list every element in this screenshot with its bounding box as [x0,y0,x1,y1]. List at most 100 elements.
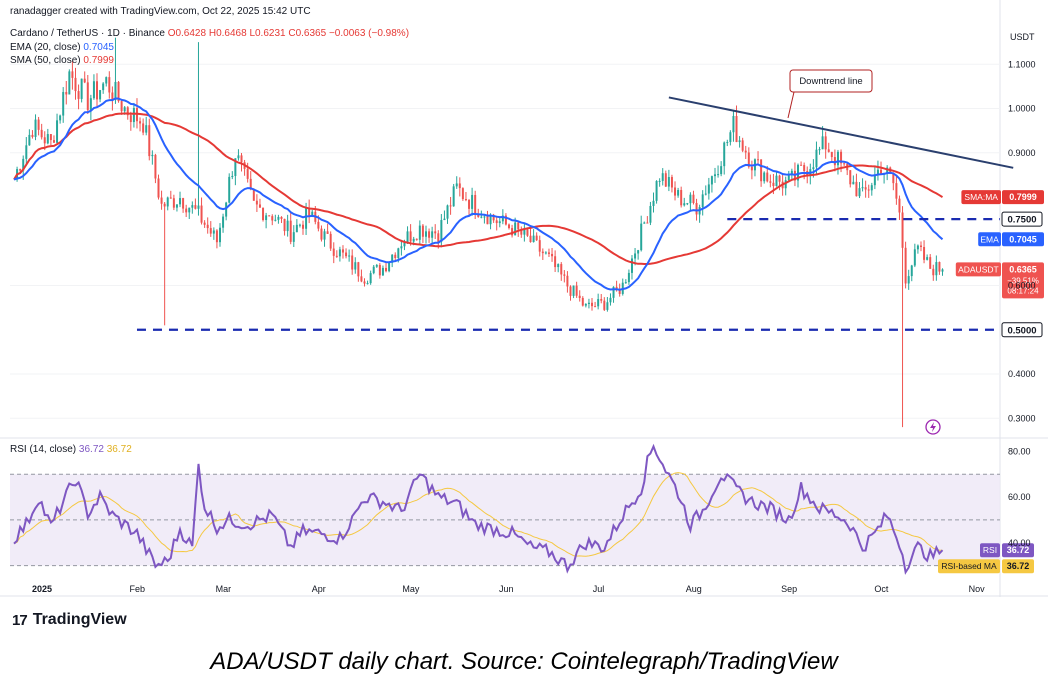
candle-body [43,137,46,144]
candle-body [901,212,904,248]
candle-body [92,81,95,99]
time-tick-label: Oct [874,584,889,594]
candle-body [618,288,621,294]
level-tag-box [1001,322,1043,338]
candle-body [323,231,326,240]
rsi-legend[interactable]: RSI (14, close) 36.72 36.72 [10,444,132,455]
candle-body [222,216,225,228]
candle-body [511,228,514,236]
candle-body [434,231,437,234]
time-tick-label: Sep [781,584,797,594]
candle-body [209,228,212,234]
candle-body [529,235,532,243]
candle-body [508,224,510,229]
candle-body [609,297,612,303]
candle-body [246,168,249,179]
candle-body [732,116,735,133]
candle-body [145,125,148,133]
candle-body [670,177,673,188]
rsi-ma-tag-value-box [1002,559,1034,574]
candle-body [329,233,332,249]
candle-body [240,155,243,163]
candle-body [129,115,132,123]
candle-body [563,274,566,276]
axes: 1.1000 1.0000 0.9000 0.6000 0.4000 0.3000 USDT… [32,32,1036,594]
candle-body [514,222,517,236]
candle-body [397,248,400,258]
candle-body [757,159,760,161]
candle-body [750,166,753,171]
candle-body [258,204,261,208]
candle-body [916,245,919,250]
candle-body [381,267,384,276]
candle-body [769,181,772,183]
candle-body [385,267,388,272]
ema-line [13,97,944,291]
candle-body [175,204,178,208]
candle-body [600,299,603,301]
candle-body [212,230,215,234]
candle-body [569,286,572,296]
candle-body [292,232,295,242]
candle-body [142,123,145,133]
tradingview-logo[interactable]: 17 TradingView [12,611,127,629]
candle-body [179,198,182,205]
candle-body [326,231,329,234]
sma-legend-label: SMA (50, close) [10,55,81,66]
candle-body [52,140,55,143]
candle-body [56,120,59,143]
candle-body [286,220,289,232]
candle-body [59,115,62,121]
candle-body [320,228,323,240]
level-tag-label: 0.7500 [1007,215,1036,226]
time-tick-label: May [402,584,420,594]
replay-icon-bolt [930,422,936,432]
candle-body [378,265,381,276]
candle-body [766,172,769,182]
candle-body [338,249,341,257]
candle-body [926,257,929,260]
price-tick-label: 0.6000 [1008,281,1036,291]
candle-body [723,142,726,167]
candle-body [388,262,391,272]
candle-body [468,200,471,209]
ohlc-high: H0.6468 [208,28,247,39]
candle-body [840,151,843,164]
candle-body [89,98,92,110]
candle-body [409,231,412,242]
candle-body [637,250,640,254]
ema-legend[interactable]: EMA (20, close) 0.7045 [10,42,114,53]
sma-legend[interactable]: SMA (50, close) 0.7999 [10,55,114,66]
candle-body [400,246,403,249]
ohlc-open: O0.6428 [167,28,207,39]
candle-body [870,185,873,191]
candle-body [108,77,111,93]
downtrend-callout-label: Downtrend line [799,76,862,87]
candle-body [495,220,498,224]
candle-body [65,92,68,95]
candle-body [139,121,142,124]
candle-body [787,175,790,181]
candle-body [255,200,258,205]
symbol-legend[interactable]: Cardano / TetherUS · 1D · Binance O0.642… [10,28,409,39]
candle-body [557,264,560,268]
candle-body [252,189,255,201]
candle-body [560,264,563,275]
candle-body [99,90,102,100]
candle-body [68,71,71,95]
candle-body [169,197,172,199]
candle-body [735,116,738,143]
price-tag-value-box [1002,190,1044,205]
price-tag-value: 0.7045 [1009,234,1037,244]
rsi-ma-legend-value: 36.72 [106,444,132,455]
price-tick-label: 1.1000 [1008,59,1036,69]
candle-body [544,252,547,254]
candle-body [151,154,154,157]
candle-body [283,218,286,232]
candle-body [188,207,191,213]
price-tag-value: 0.6365 [1009,264,1037,274]
candle-body [308,207,311,216]
rsi-ma-tag-value: 36.72 [1007,561,1030,571]
candle-body [492,214,495,221]
